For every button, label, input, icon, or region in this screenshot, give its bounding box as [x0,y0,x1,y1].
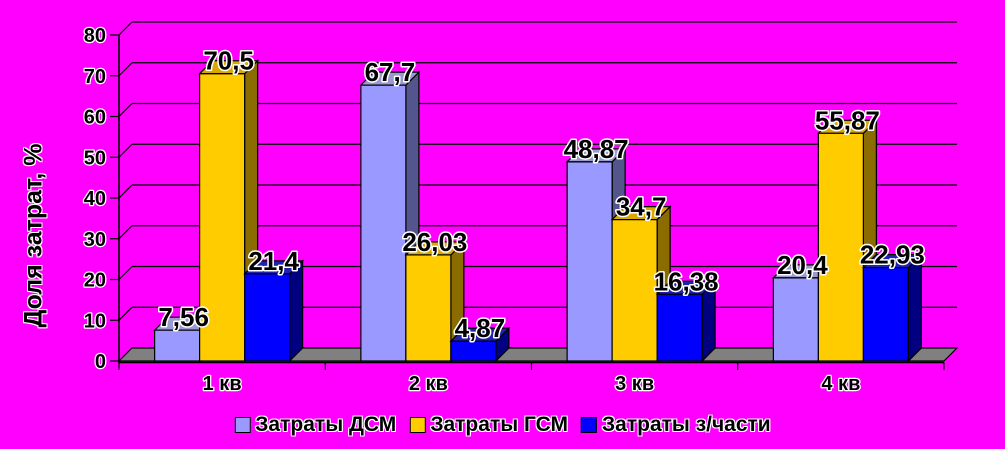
bar-front-0-2 [566,161,613,362]
bar-front-1-1 [405,254,452,362]
bar-front-2-0 [244,273,291,362]
legend-label-zchasti: Затраты з/части [602,413,771,436]
y-tick-label: 10 [84,310,106,332]
gridline-connector [118,184,133,199]
category-label: 1 кв [203,373,242,395]
legend-item-zchasti: Затраты з/части [581,413,771,437]
y-tick-label: 50 [84,147,106,169]
value-label: 26,03 [402,227,467,257]
bar-front-1-3 [817,132,864,362]
value-label: 20,4 [777,250,828,280]
value-label: 55,87 [815,105,880,135]
value-label: 67,7 [365,57,416,87]
legend-swatch-zchasti-icon [581,417,598,433]
legend-item-gsm: Затраты ГСМ [409,413,568,437]
y-tick-label: 60 [84,107,106,129]
bar-side-2-0 [289,259,304,363]
bar-front-0-1 [360,84,407,362]
bar-front-2-1 [450,340,497,362]
value-label: 7,56 [158,302,209,332]
category-label: 3 кв [615,373,654,395]
value-label: 21,4 [248,246,299,276]
legend: Затраты ДСМ Затраты ГСМ Затраты з/части [234,413,771,437]
bar-front-2-3 [862,266,909,362]
value-label: 22,93 [860,240,925,270]
gridline-connector [118,21,133,36]
gridline-connector [118,306,133,321]
value-label: 70,5 [203,46,254,76]
bar-front-1-2 [611,218,658,362]
value-label: 48,87 [564,134,629,164]
y-tick-label: 30 [84,229,106,251]
bar-side-2-3 [907,253,922,363]
gridline-connector [118,103,133,117]
legend-item-dsm: Затраты ДСМ [234,413,396,437]
legend-label-gsm: Затраты ГСМ [430,413,569,436]
legend-swatch-gsm-icon [409,417,426,433]
gridline-connector [118,266,133,280]
y-tick-label: 20 [84,270,106,292]
gridline-connector [118,225,133,240]
y-tick-label: 0 [95,351,106,373]
gridline-connector [118,143,133,158]
y-tick-label: 70 [84,66,106,88]
bar-front-2-2 [656,293,703,362]
y-axis-title: Доля затрат, % [19,143,48,328]
y-tick-label: 80 [84,25,106,47]
value-label: 4,87 [455,313,506,343]
bar-front-0-3 [772,277,819,362]
legend-label-dsm: Затраты ДСМ [255,413,397,436]
value-label: 16,38 [654,266,719,296]
bar-front-0-0 [154,329,201,362]
category-label: 2 кв [409,373,448,395]
value-label: 34,7 [616,192,667,222]
category-label: 4 кв [821,373,860,395]
y-tick-label: 40 [84,188,106,210]
legend-swatch-dsm-icon [234,417,251,433]
gridline-connector [118,62,133,77]
